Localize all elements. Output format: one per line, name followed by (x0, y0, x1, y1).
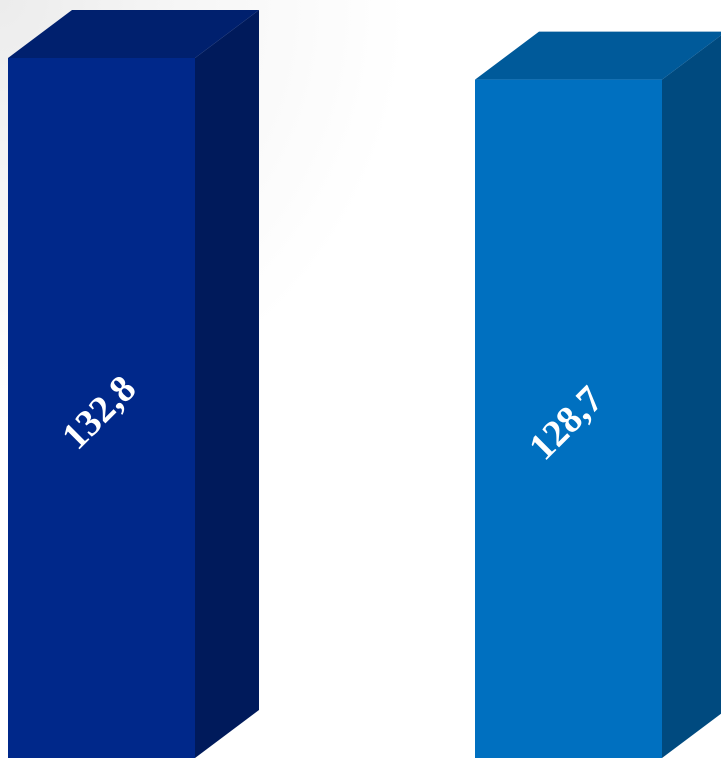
bar-side-face (662, 35, 721, 758)
bar-side-face (195, 10, 259, 758)
bar-1: 132,8 (8, 10, 259, 758)
bar-2: 128,7 (475, 31, 721, 758)
bar-front-face (475, 79, 662, 758)
bar-top-face (475, 31, 721, 80)
bar-top-face (8, 10, 259, 58)
bar-front-face (8, 58, 195, 758)
